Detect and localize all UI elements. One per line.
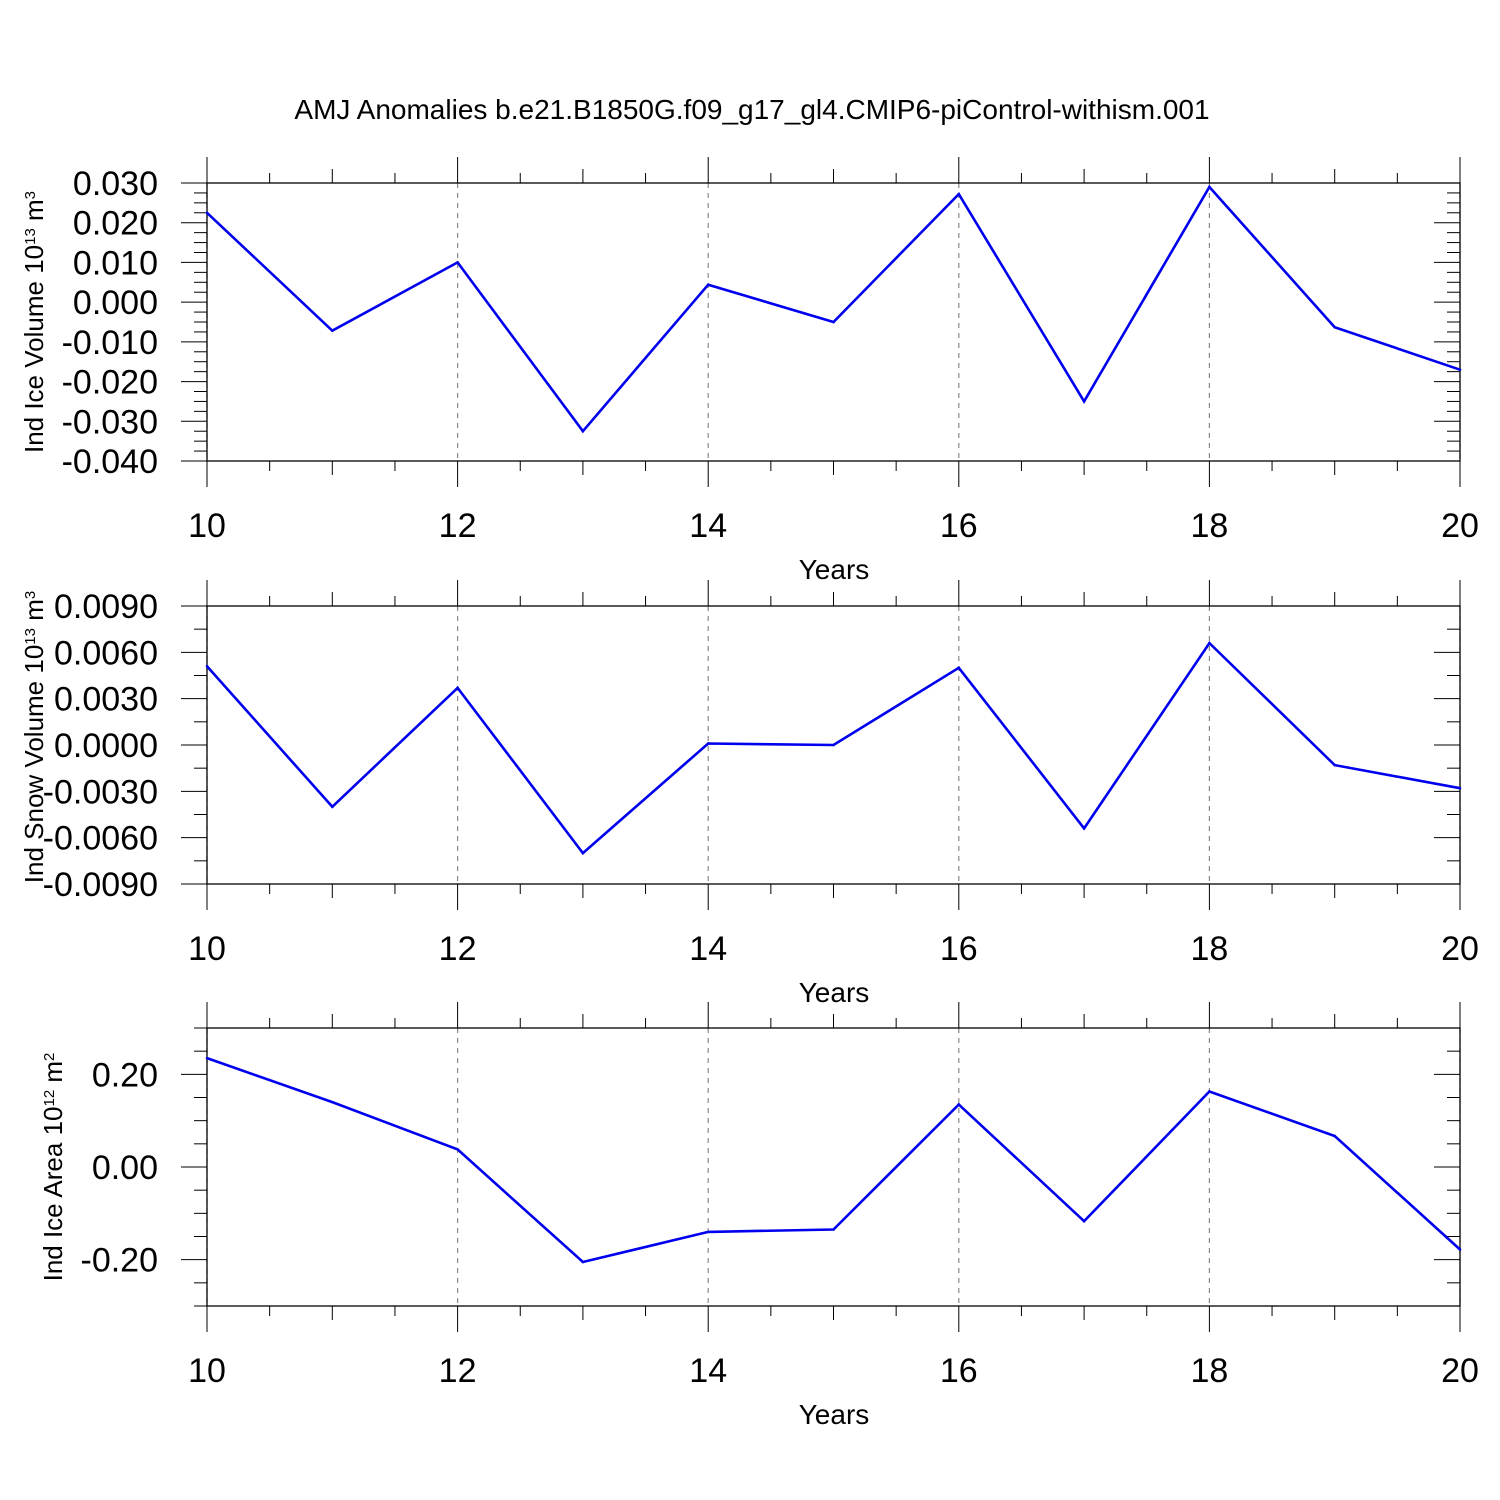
chart-panel-1: 0.0300.0200.0100.000-0.010-0.020-0.030-0… bbox=[19, 157, 1479, 585]
y-tick-label: -0.040 bbox=[62, 443, 158, 481]
y-tick-label: -0.0090 bbox=[43, 866, 158, 904]
data-point bbox=[331, 805, 334, 809]
data-point bbox=[957, 1103, 961, 1106]
data-point bbox=[581, 851, 585, 855]
y-tick-label: 0.00 bbox=[92, 1149, 158, 1187]
chart-panel-2: 0.0090 0.0060 0.0030 0.0000 -0.0030 -0.0060 -0… bbox=[19, 580, 1479, 1008]
data-point bbox=[1458, 368, 1462, 371]
y-axis-label-superscript: 12 bbox=[41, 1090, 58, 1107]
x-axis-label: Years bbox=[799, 554, 870, 585]
data-point bbox=[1082, 1219, 1086, 1223]
y-axis-label-text: Ind Snow Volume 10 bbox=[19, 645, 49, 884]
x-tick-label: 16 bbox=[940, 507, 978, 545]
y-axis-label-superscript: 2 bbox=[41, 1053, 58, 1061]
data-point bbox=[957, 666, 961, 670]
x-tick-label: 20 bbox=[1441, 930, 1479, 968]
y-axis-label: Ind Ice Volume 1013 m3 bbox=[19, 191, 49, 453]
data-point bbox=[1082, 400, 1086, 403]
y-axis-label-text: m bbox=[38, 1061, 68, 1090]
data-point bbox=[1208, 641, 1211, 645]
y-tick-label: 0.0090 bbox=[54, 588, 158, 626]
data-point bbox=[205, 664, 209, 668]
data-point bbox=[205, 211, 209, 215]
chart-panel-3: 0.20 0.00 -0.20 10 12 14 16 18 20 Years Ind Ice Ar… bbox=[38, 1002, 1479, 1430]
y-tick-label: 0.030 bbox=[73, 165, 158, 203]
data-point bbox=[1333, 1134, 1336, 1138]
y-axis-label-superscript: 13 bbox=[22, 228, 39, 245]
data-point bbox=[1208, 1090, 1211, 1093]
series-line bbox=[206, 1056, 1461, 1264]
data-point bbox=[456, 1148, 459, 1151]
y-tick-label: -0.20 bbox=[81, 1242, 159, 1280]
y-tick-label: 0.010 bbox=[73, 244, 158, 282]
data-point bbox=[331, 1100, 334, 1104]
x-tick-label: 10 bbox=[188, 1352, 226, 1390]
x-tick-label: 16 bbox=[940, 1352, 978, 1390]
y-tick-label: -0.010 bbox=[62, 324, 158, 362]
y-axis-label-text: m bbox=[19, 599, 49, 628]
y-tick-label: -0.020 bbox=[62, 364, 158, 402]
series-line bbox=[206, 184, 1461, 434]
x-tick-label: 16 bbox=[940, 930, 978, 968]
data-point bbox=[581, 429, 585, 433]
x-axis-label: Years bbox=[799, 1399, 870, 1430]
x-tick-label: 14 bbox=[689, 507, 727, 545]
y-axis-label-text: Ind Ice Area 10 bbox=[38, 1107, 68, 1282]
y-tick-label: 0.0000 bbox=[54, 727, 158, 765]
x-axis-label: Years bbox=[799, 977, 870, 1008]
data-point bbox=[1333, 325, 1336, 329]
data-point bbox=[706, 1230, 710, 1234]
x-tick-label: 14 bbox=[689, 1352, 727, 1390]
y-tick-label: 0.000 bbox=[73, 284, 158, 322]
x-tick-label: 12 bbox=[439, 930, 477, 968]
y-axis-label-text: Ind Ice Volume 10 bbox=[19, 245, 49, 453]
data-point bbox=[832, 1228, 835, 1231]
x-tick-label: 10 bbox=[188, 507, 226, 545]
y-tick-label: 0.020 bbox=[73, 205, 158, 243]
plot-frame bbox=[206, 1027, 1461, 1307]
x-tick-label: 12 bbox=[439, 507, 477, 545]
x-tick-label: 14 bbox=[689, 930, 727, 968]
data-point bbox=[706, 283, 710, 286]
y-tick-label: -0.0060 bbox=[43, 820, 158, 858]
x-tick-label: 20 bbox=[1441, 1352, 1479, 1390]
x-tick-label: 10 bbox=[188, 930, 226, 968]
y-axis-label-superscript: 3 bbox=[22, 591, 39, 599]
data-point bbox=[456, 686, 459, 690]
data-point bbox=[205, 1056, 209, 1060]
data-point bbox=[581, 1260, 585, 1264]
y-axis-label-superscript: 3 bbox=[22, 191, 39, 199]
y-axis-label-superscript: 13 bbox=[22, 628, 39, 645]
y-tick-label: 0.0030 bbox=[54, 681, 158, 719]
series-line bbox=[206, 641, 1461, 855]
x-tick-label: 18 bbox=[1190, 1352, 1228, 1390]
data-point bbox=[706, 742, 710, 745]
x-tick-label: 18 bbox=[1190, 930, 1228, 968]
data-point bbox=[957, 192, 961, 196]
y-axis-label-text: m bbox=[19, 199, 49, 228]
data-point bbox=[1082, 827, 1086, 830]
data-point bbox=[331, 329, 334, 333]
data-point bbox=[456, 261, 459, 264]
y-tick-label: 0.0060 bbox=[54, 634, 158, 672]
data-point bbox=[832, 743, 835, 747]
data-point bbox=[1458, 1248, 1462, 1251]
data-point bbox=[1208, 185, 1211, 189]
y-tick-label: -0.030 bbox=[62, 403, 158, 441]
y-tick-label: 0.20 bbox=[92, 1056, 158, 1094]
data-point bbox=[832, 320, 835, 324]
data-point bbox=[1458, 786, 1462, 790]
x-tick-label: 12 bbox=[439, 1352, 477, 1390]
chart-title: AMJ Anomalies b.e21.B1850G.f09_g17_gl4.C… bbox=[294, 94, 1209, 125]
x-tick-label: 18 bbox=[1190, 507, 1228, 545]
y-axis-label: Ind Snow Volume 1013 m3 bbox=[19, 591, 49, 883]
y-tick-label: -0.0030 bbox=[43, 773, 158, 811]
x-tick-label: 20 bbox=[1441, 507, 1479, 545]
data-point bbox=[1333, 763, 1336, 767]
y-axis-label: Ind Ice Area 1012 m2 bbox=[38, 1053, 68, 1282]
